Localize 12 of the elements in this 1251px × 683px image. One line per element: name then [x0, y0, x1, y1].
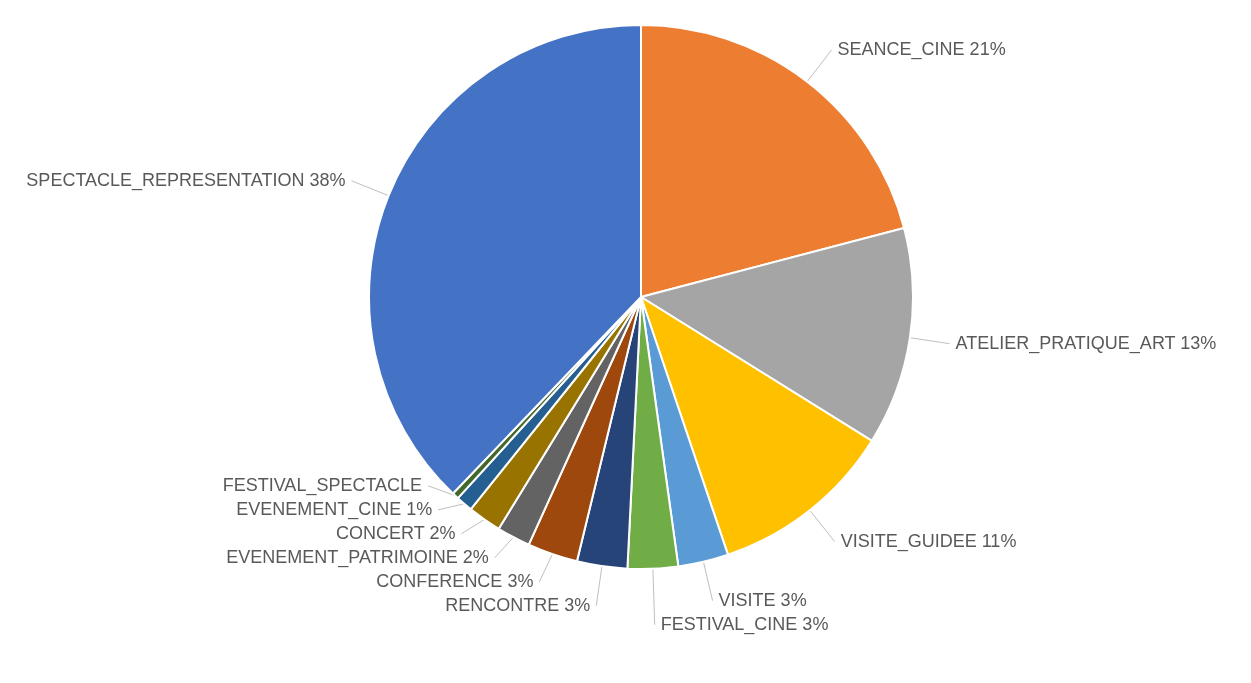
slice-label: SPECTACLE_REPRESENTATION 38% — [26, 169, 346, 191]
slice-label: RENCONTRE 3% — [445, 594, 591, 615]
slice-label: FESTIVAL_SPECTACLE — [222, 474, 423, 496]
slice-label: CONFERENCE 3% — [376, 570, 534, 591]
slice-label: CONCERT 2% — [336, 522, 456, 543]
slice-label: SEANCE_CINE 21% — [837, 38, 1006, 60]
slice-label: ATELIER_PRATIQUE_ART 13% — [955, 332, 1217, 354]
slice-label: EVENEMENT_PATRIMOINE 2% — [226, 546, 489, 568]
slice-label: EVENEMENT_CINE 1% — [236, 498, 433, 520]
slice-label: VISITE 3% — [718, 589, 807, 610]
slice-label: VISITE_GUIDEE 11% — [840, 530, 1017, 552]
slice-label: FESTIVAL_CINE 3% — [660, 613, 829, 635]
